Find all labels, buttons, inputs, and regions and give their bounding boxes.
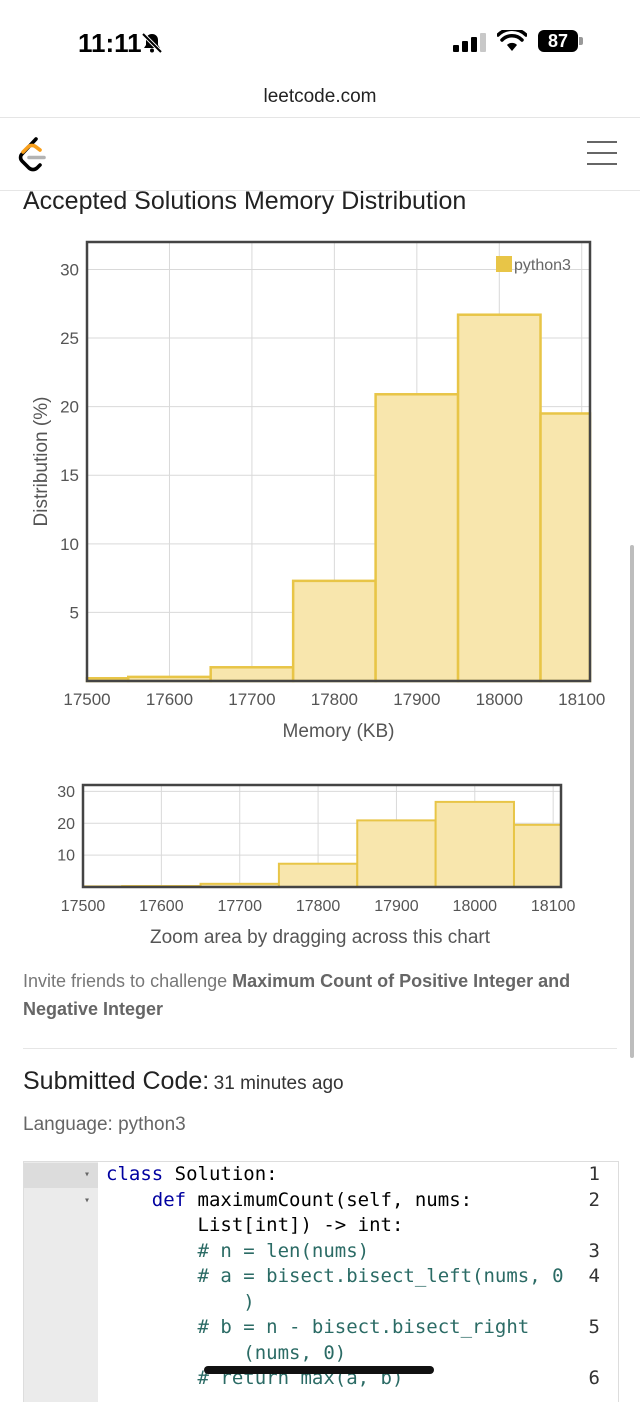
address-bar[interactable]: leetcode.com: [0, 80, 640, 118]
code-token: maximumCount(self, nums:: [186, 1188, 473, 1211]
histogram-bar: [356, 819, 437, 888]
line-number: 4: [588, 1265, 600, 1287]
code-editor[interactable]: 1 ▾ class Solution: 2 ▾ def maximumCount(sel…: [23, 1161, 619, 1402]
x-tick-label: 18100: [531, 898, 576, 915]
plot-frame: [85, 240, 592, 683]
legend-label: python3: [514, 257, 571, 274]
x-tick-label: 17900: [374, 898, 419, 915]
fold-toggle-icon[interactable]: ▾: [84, 1194, 91, 1206]
code-line: # a = bisect.bisect_left(nums, 0: [106, 1265, 564, 1287]
code-token: [106, 1189, 152, 1211]
zoom-navigator-chart[interactable]: 17500 17600 17700 17800 17900 18000 18100 10 20 3…: [0, 783, 640, 963]
code-token: # b = n - bisect.bisect_right: [106, 1316, 530, 1338]
y-tick-label: 20: [57, 816, 75, 833]
line-number: 2: [588, 1188, 600, 1211]
code-token: # n = len(nums): [106, 1239, 370, 1262]
url-text: leetcode.com: [263, 86, 377, 107]
line-number-gutter: [24, 1162, 98, 1402]
x-tick-label: 18000: [453, 898, 498, 915]
x-tick-label: 17800: [296, 898, 341, 915]
histogram-bar: [374, 393, 460, 683]
y-tick-label: 30: [57, 784, 75, 801]
memory-distribution-chart[interactable]: 17500 17600 17700 17800 17900 18000 18100 5 10 15…: [0, 235, 640, 755]
wifi-icon: [497, 30, 527, 51]
y-tick-label: 25: [60, 329, 79, 348]
histogram-bar: [539, 412, 592, 683]
x-tick-label: 17800: [311, 690, 358, 709]
line-number: 5: [588, 1316, 600, 1338]
cellular-signal-icon: [453, 33, 486, 52]
y-tick-label: 10: [57, 848, 75, 865]
code-token: (nums, 0): [106, 1341, 347, 1364]
code-line: (nums, 0): [106, 1342, 346, 1364]
histogram-bar: [277, 862, 359, 888]
bell-muted-icon: [141, 32, 163, 54]
y-tick-label: 15: [60, 466, 79, 485]
histogram-bar: [209, 666, 295, 683]
hamburger-menu-icon[interactable]: [586, 140, 618, 166]
y-tick-label: 20: [60, 398, 79, 417]
code-line: ): [106, 1290, 255, 1313]
x-tick-label: 18100: [558, 690, 605, 709]
page-scrollbar[interactable]: [630, 545, 634, 1058]
y-axis-label: Distribution (%): [31, 397, 52, 527]
line-number: 3: [588, 1239, 600, 1262]
x-tick-label: 17700: [228, 690, 275, 709]
line-number: 1: [588, 1163, 600, 1185]
submitted-label: Submitted Code:: [23, 1067, 210, 1095]
home-indicator[interactable]: [204, 1366, 434, 1374]
site-navbar: [0, 118, 640, 191]
divider: [23, 1048, 617, 1049]
x-tick-label: 17700: [217, 898, 262, 915]
code-line: List[int]) -> int:: [106, 1214, 404, 1236]
histogram-bar: [291, 579, 377, 683]
status-time: 11:11: [78, 28, 142, 58]
code-token: List[int]) -> int:: [106, 1214, 404, 1236]
code-line: def maximumCount(self, nums:: [106, 1189, 472, 1211]
active-line-highlight: [24, 1163, 98, 1188]
x-tick-label: 18000: [476, 690, 523, 709]
fold-toggle-icon[interactable]: ▾: [84, 1169, 91, 1180]
battery-icon: 87: [538, 30, 584, 54]
x-tick-label: 17500: [63, 690, 110, 709]
language-label: Language: python3: [23, 1114, 186, 1135]
x-tick-label: 17600: [146, 690, 193, 709]
submitted-code-heading: Submitted Code: 31 minutes ago: [23, 1067, 344, 1096]
histogram-bar: [512, 823, 562, 888]
submitted-time: 31 minutes ago: [213, 1073, 344, 1094]
code-line: class Solution:: [106, 1163, 278, 1185]
code-line: # b = n - bisect.bisect_right: [106, 1316, 530, 1338]
invite-text: Invite friends to challenge Maximum Coun…: [23, 967, 623, 1023]
invite-prefix: Invite friends to challenge: [23, 971, 233, 991]
problem-name-link[interactable]: Maximum Count of Positive Integer and Ne…: [23, 971, 571, 1019]
code-token: def: [151, 1188, 187, 1211]
legend-swatch: [496, 256, 512, 272]
plot-frame: [81, 783, 563, 889]
code-token: ): [106, 1290, 255, 1313]
y-tick-label: 30: [60, 260, 79, 279]
code-token: Solution:: [163, 1163, 278, 1185]
leetcode-logo-icon[interactable]: [16, 136, 48, 174]
x-tick-label: 17600: [139, 898, 184, 915]
x-tick-label: 17900: [393, 690, 440, 709]
status-bar: 11:11 87: [0, 0, 640, 80]
y-tick-label: 10: [60, 535, 79, 554]
line-number: 6: [588, 1367, 600, 1389]
x-tick-label: 17500: [61, 898, 106, 915]
x-axis-label: Memory (KB): [283, 721, 395, 742]
histogram-bar: [434, 800, 515, 888]
code-line: # n = len(nums): [106, 1239, 370, 1262]
code-token: # a = bisect.bisect_left(nums, 0: [106, 1265, 564, 1287]
zoom-hint-text: Zoom area by dragging across this chart: [150, 927, 491, 948]
page-title: Accepted Solutions Memory Distribution: [23, 187, 467, 215]
battery-level: 87: [547, 31, 569, 51]
code-token: class: [106, 1163, 164, 1185]
histogram-bar: [456, 313, 542, 683]
y-tick-label: 5: [70, 603, 79, 622]
